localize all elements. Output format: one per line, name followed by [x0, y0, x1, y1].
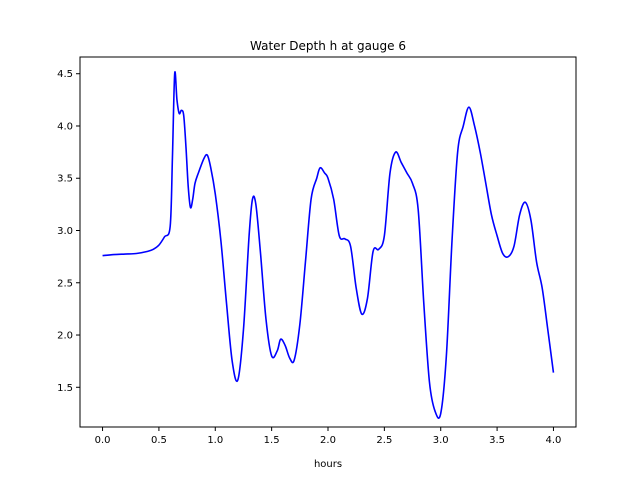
plot-area [102, 71, 555, 419]
y-tick-label: 2.5 [57, 278, 73, 289]
x-tick-label: 2.5 [376, 435, 392, 446]
y-tick-label: 4.5 [57, 69, 73, 80]
y-tick-label: 3.0 [57, 226, 73, 237]
y-tick-label: 3.5 [57, 174, 73, 185]
x-axis-label: hours [314, 459, 342, 470]
y-tick-label: 4.0 [57, 121, 73, 132]
x-tick-label: 3.5 [489, 435, 505, 446]
series-line-0 [102, 71, 555, 419]
x-axis-ticks: 0.0 0.5 1.0 1.5 2.0 2.5 3.0 3.5 4.0 [95, 427, 562, 446]
x-tick-label: 2.0 [320, 435, 336, 446]
y-tick-label: 1.5 [57, 383, 73, 394]
x-tick-label: 4.0 [546, 435, 562, 446]
x-tick-label: 0.0 [95, 435, 111, 446]
x-tick-label: 1.5 [264, 435, 280, 446]
y-tick-label: 2.0 [57, 331, 73, 342]
axes-frame [79, 56, 577, 428]
x-tick-label: 3.0 [433, 435, 449, 446]
chart-title: Water Depth h at gauge 6 [250, 39, 406, 53]
y-axis-ticks: 1.5 2.0 2.5 3.0 3.5 4.0 4.5 [57, 69, 80, 394]
x-tick-label: 1.0 [207, 435, 223, 446]
x-tick-label: 0.5 [151, 435, 167, 446]
